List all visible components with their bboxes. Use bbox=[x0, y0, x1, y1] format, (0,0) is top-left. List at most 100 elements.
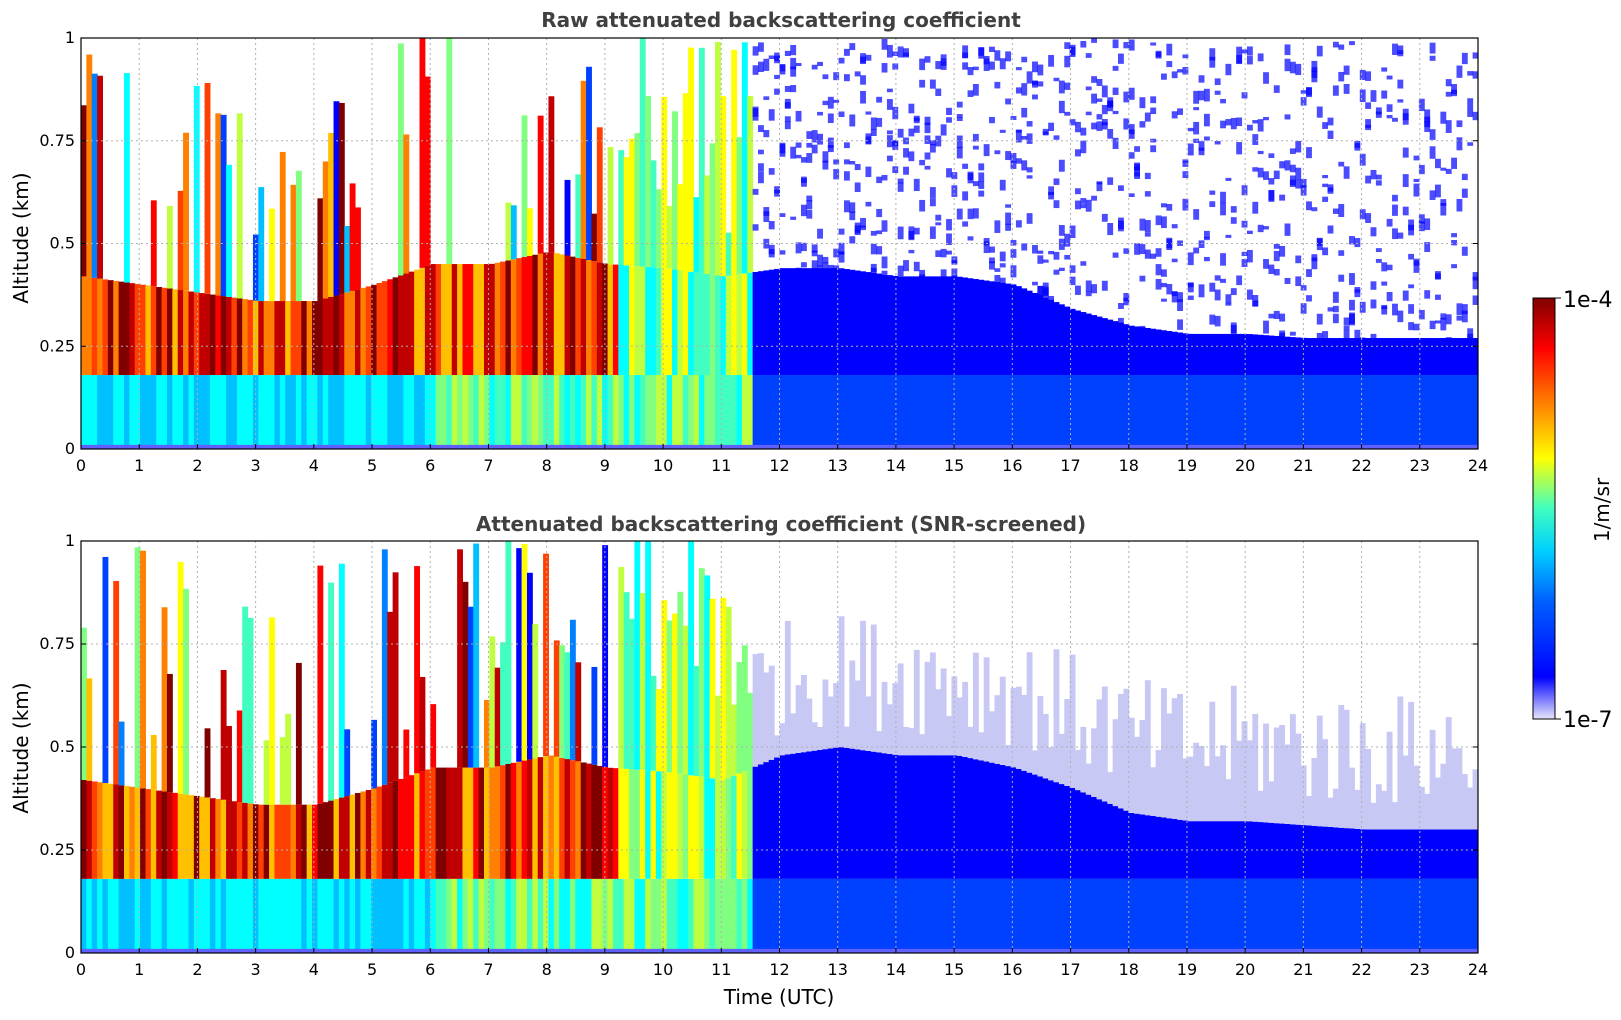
profile-column bbox=[768, 665, 775, 953]
profile-column bbox=[564, 652, 571, 953]
profile-column bbox=[731, 49, 738, 449]
profile-column bbox=[1187, 127, 1194, 449]
profile-column bbox=[1327, 797, 1334, 953]
profile-column bbox=[473, 543, 480, 953]
profile-column bbox=[1069, 654, 1076, 953]
profile-column bbox=[1112, 719, 1119, 953]
profile-column bbox=[328, 582, 335, 953]
profile-column bbox=[183, 588, 189, 953]
profile-column bbox=[1445, 717, 1452, 953]
profile-column bbox=[1069, 44, 1076, 449]
profile-column bbox=[1155, 750, 1162, 953]
x-tick-label: 11 bbox=[711, 456, 731, 475]
profile-column bbox=[1338, 704, 1345, 953]
profile-column bbox=[1193, 742, 1200, 953]
profile-column bbox=[677, 591, 684, 953]
profile-column bbox=[247, 617, 254, 953]
profile-column bbox=[1440, 111, 1447, 449]
profile-column bbox=[446, 38, 453, 449]
profile-column bbox=[145, 789, 152, 953]
profile-column bbox=[333, 101, 340, 449]
profile-column bbox=[618, 150, 625, 449]
profile-column bbox=[752, 46, 759, 449]
profile-column bbox=[972, 66, 979, 449]
profile-column bbox=[870, 624, 877, 953]
profile-column bbox=[629, 618, 635, 953]
profile-column bbox=[1424, 793, 1431, 953]
profile-column bbox=[838, 616, 845, 953]
profile-column bbox=[113, 280, 120, 449]
profile-column bbox=[629, 138, 635, 449]
profile-column bbox=[193, 85, 200, 449]
profile-column bbox=[1085, 763, 1092, 953]
profile-column bbox=[1456, 748, 1463, 953]
x-tick-label: 24 bbox=[1468, 960, 1488, 979]
profile-column bbox=[752, 654, 759, 953]
profile-column bbox=[822, 74, 829, 449]
profile-column bbox=[1241, 721, 1248, 953]
profile-column bbox=[1289, 714, 1296, 953]
colorbar-min-label: 1e-7 bbox=[1563, 708, 1612, 733]
profile-column bbox=[962, 45, 969, 449]
profile-column bbox=[236, 113, 243, 449]
profile-column bbox=[747, 692, 754, 953]
profile-column bbox=[102, 556, 109, 953]
profile-column bbox=[919, 58, 926, 449]
profile-column bbox=[1160, 688, 1167, 953]
profile-column bbox=[1461, 773, 1468, 953]
profile-column bbox=[822, 679, 829, 953]
profile-column bbox=[371, 284, 378, 449]
x-tick-label: 15 bbox=[944, 456, 964, 475]
profile-column bbox=[172, 289, 179, 449]
panel-screened: Attenuated backscattering coefficient (S… bbox=[9, 512, 1488, 1009]
profile-column bbox=[199, 293, 206, 449]
profile-column bbox=[322, 161, 329, 449]
profile-column bbox=[451, 264, 458, 449]
profile-column bbox=[236, 710, 243, 953]
profile-column bbox=[715, 695, 721, 953]
x-tick-label: 7 bbox=[483, 960, 493, 979]
profile-column bbox=[1461, 52, 1468, 449]
profile-column bbox=[720, 597, 727, 953]
profile-column bbox=[301, 804, 308, 953]
profile-column bbox=[473, 264, 480, 449]
profile-column bbox=[188, 795, 195, 953]
profile-column bbox=[747, 95, 754, 449]
profile-column bbox=[784, 620, 791, 953]
profile-column bbox=[903, 726, 909, 953]
profile-column bbox=[177, 561, 184, 953]
profile-column bbox=[1160, 73, 1167, 449]
profile-column bbox=[134, 547, 141, 953]
profile-column bbox=[1015, 686, 1022, 953]
profile-column bbox=[1263, 72, 1269, 449]
profile-column bbox=[698, 47, 705, 449]
profile-column bbox=[897, 663, 904, 953]
profile-column bbox=[209, 294, 216, 449]
profile-column bbox=[1349, 41, 1355, 449]
profile-column bbox=[618, 567, 625, 953]
profile-column bbox=[86, 54, 93, 449]
profile-column bbox=[1268, 781, 1275, 953]
profile-column bbox=[226, 726, 232, 953]
profile-column bbox=[107, 783, 114, 953]
profile-column bbox=[758, 653, 764, 953]
profile-column bbox=[1144, 112, 1151, 449]
profile-column bbox=[1015, 67, 1022, 449]
y-tick-label: 0.75 bbox=[39, 634, 75, 653]
profile-column bbox=[1032, 61, 1038, 449]
profile-column bbox=[548, 96, 555, 449]
profile-column bbox=[188, 291, 195, 449]
profile-column bbox=[1246, 740, 1253, 953]
profile-column bbox=[209, 798, 216, 953]
profile-column bbox=[1230, 685, 1237, 953]
profile-column bbox=[403, 134, 410, 449]
profile-column bbox=[91, 781, 98, 953]
profile-column bbox=[494, 262, 501, 449]
profile-column bbox=[1386, 75, 1393, 449]
profile-column bbox=[489, 263, 496, 449]
profile-column bbox=[1118, 693, 1124, 953]
panel-screened-x-ticks: 0 1 2 3 4 5 6 7 8 9 10 11 12 13 14 15 16 17 18 19 20 21 22 23 24 bbox=[76, 948, 1488, 979]
profile-column bbox=[516, 258, 523, 449]
profile-column bbox=[349, 794, 356, 953]
profile-column bbox=[623, 592, 630, 953]
